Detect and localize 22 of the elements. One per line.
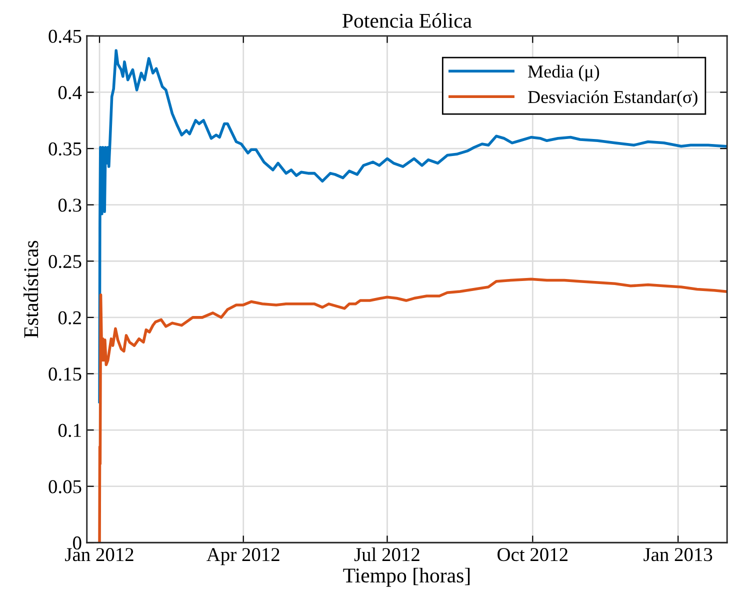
- x-tick-label: Jan 2012: [65, 548, 134, 562]
- x-tick-label: Jul 2012: [354, 547, 420, 562]
- line-series: [98, 278, 727, 543]
- y-tick-label: 0.4: [58, 86, 82, 100]
- y-tick-label: 0.1: [58, 424, 81, 438]
- x-tick-label: Oct 2012: [498, 548, 568, 562]
- y-tick-label: 0.3: [58, 198, 82, 212]
- legend-label: Media (μ): [528, 64, 600, 82]
- x-tick-label: Apr 2012: [206, 548, 280, 566]
- y-tick-label: 0.35: [48, 142, 82, 156]
- y-tick-label: 0: [73, 536, 82, 550]
- legend-label: Desviación Estandar(σ): [528, 90, 698, 107]
- y-tick-label: 0.15: [48, 368, 82, 381]
- y-tick-label: 0.45: [48, 30, 82, 43]
- y-axis-title: Estadísticas: [24, 240, 38, 338]
- line-series: [98, 49, 727, 404]
- y-tick-label: 0.2: [58, 311, 81, 324]
- y-tick-label: 0.25: [48, 254, 82, 268]
- x-tick-label: Jan 2013: [644, 548, 712, 562]
- x-axis-title: Tiempo [horas]: [343, 568, 470, 587]
- chart-title: Potencia Eólica: [342, 13, 472, 28]
- y-tick-label: 0.05: [48, 480, 82, 494]
